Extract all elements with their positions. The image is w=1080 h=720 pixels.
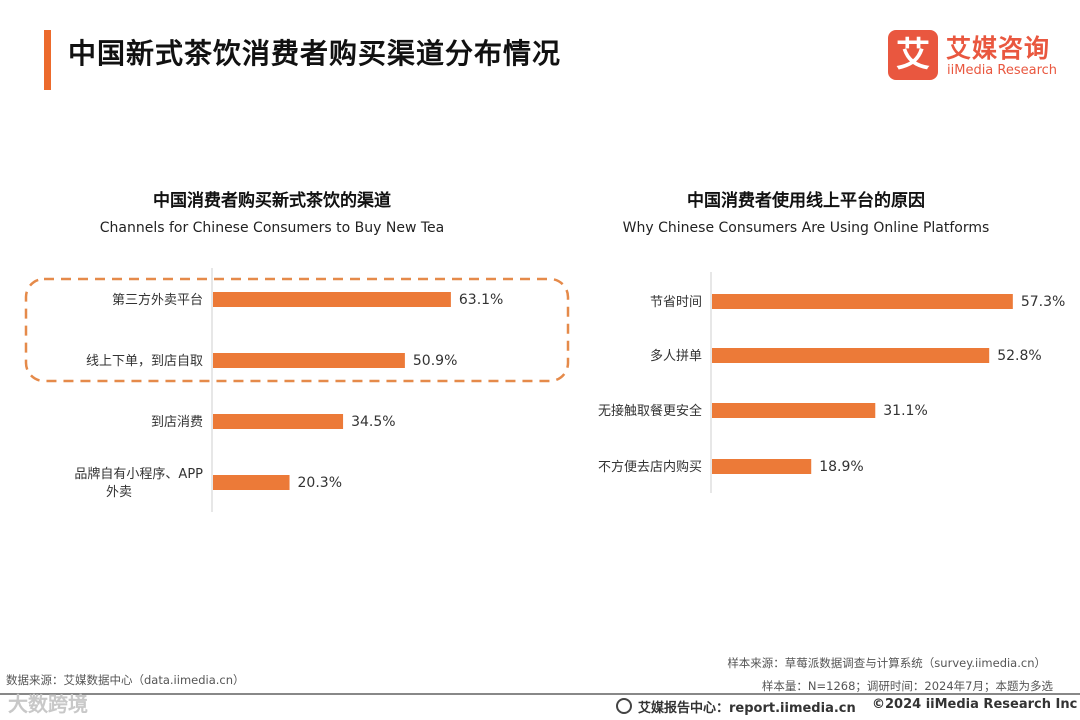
right-category-label-4: 不方便去店内购买 <box>598 459 702 475</box>
right-chart-title: 中国消费者使用线上平台的原因 <box>687 191 925 211</box>
right-category-label-1: 节省时间 <box>650 295 702 310</box>
left-bar-3 <box>213 414 344 429</box>
copyright-text: ©2024 iiMedia Research Inc <box>872 697 1078 712</box>
logo-mark-icon: 艾 <box>888 30 938 80</box>
left-category-label-4: 品牌自有小程序、APP <box>74 466 203 482</box>
sample-source-note: 样本来源：草莓派数据调查与计算系统（survey.iimedia.cn） <box>727 656 1046 670</box>
globe-icon <box>616 698 632 714</box>
left-bar-4 <box>213 475 290 490</box>
left-chart-subtitle: Channels for Chinese Consumers to Buy Ne… <box>99 220 445 236</box>
left-value-label-2: 50.9% <box>413 353 457 369</box>
report-center-link[interactable]: 艾媒报告中心：report.iimedia.cn <box>638 701 856 716</box>
left-category-label-4-line2: 外卖 <box>106 485 132 500</box>
left-value-label-3: 34.5% <box>351 414 395 430</box>
left-value-label-1: 63.1% <box>459 292 503 308</box>
page-title: 中国新式茶饮消费者购买渠道分布情况 <box>68 37 562 70</box>
right-chart-subtitle: Why Chinese Consumers Are Using Online P… <box>622 220 990 236</box>
logo-name-cn: 艾媒咨询 <box>946 34 1051 63</box>
iimedia-logo: 艾 艾媒咨询 iiMedia Research <box>888 28 1063 84</box>
title-accent-bar <box>44 30 51 90</box>
watermark-text: 大数跨境 <box>8 692 88 716</box>
sample-info-note: 样本量：N=1268；调研时间：2024年7月；本题为多选 <box>761 679 1053 693</box>
left-category-label-2: 线上下单，到店自取 <box>86 354 203 369</box>
left-chart-title: 中国消费者购买新式茶饮的渠道 <box>153 191 391 211</box>
data-source-note: 数据来源：艾媒数据中心（data.iimedia.cn） <box>6 673 245 687</box>
right-category-label-3: 无接触取餐更安全 <box>598 403 702 419</box>
right-bar-1 <box>712 294 1013 309</box>
right-value-label-1: 57.3% <box>1021 294 1065 310</box>
footer-divider <box>0 693 1080 695</box>
left-category-label-3: 到店消费 <box>151 415 203 430</box>
right-value-label-2: 52.8% <box>997 348 1041 364</box>
logo-name-en: iiMedia Research <box>947 63 1058 78</box>
left-bar-2 <box>213 353 405 368</box>
left-value-label-4: 20.3% <box>298 475 342 491</box>
left-bar-1 <box>213 292 451 307</box>
right-category-label-2: 多人拼单 <box>650 348 702 364</box>
right-bar-3 <box>712 403 876 418</box>
right-value-label-4: 18.9% <box>819 459 863 475</box>
right-value-label-3: 31.1% <box>883 403 927 419</box>
left-category-label-1: 第三方外卖平台 <box>112 292 203 308</box>
right-bar-2 <box>712 348 990 363</box>
left-highlight-box <box>24 277 570 383</box>
right-bar-4 <box>712 459 812 474</box>
